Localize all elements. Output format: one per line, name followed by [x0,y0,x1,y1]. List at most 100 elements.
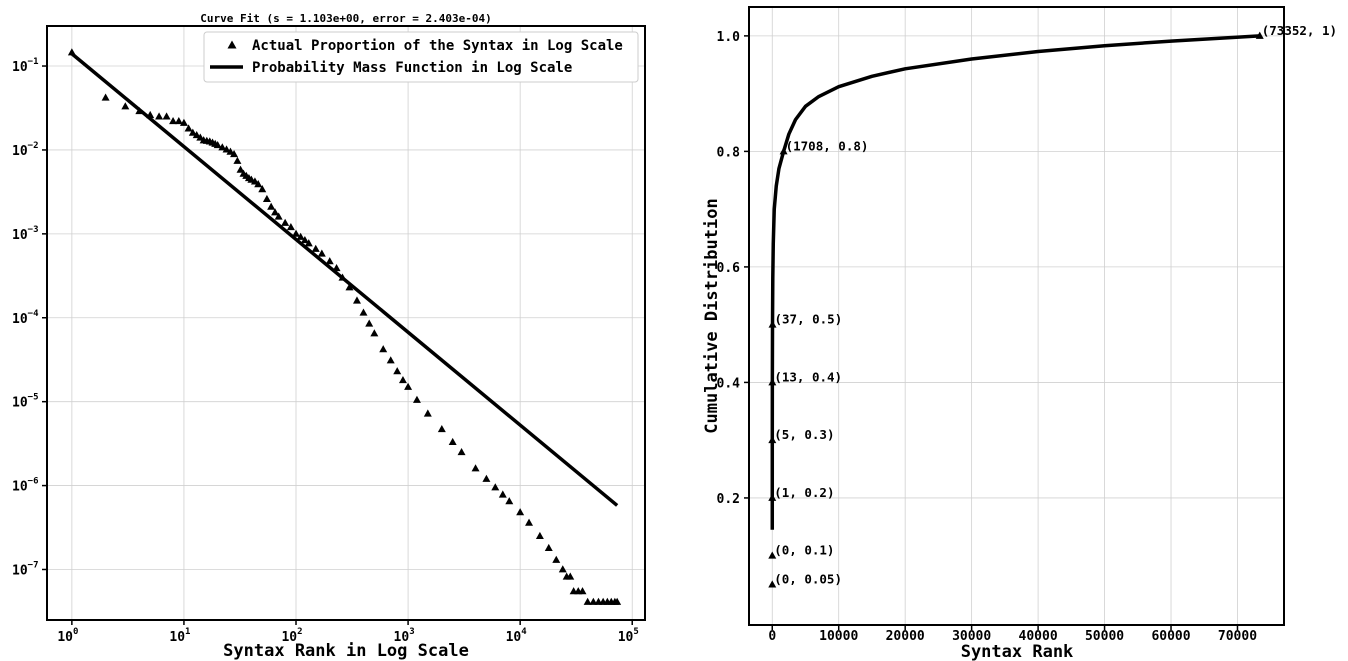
scatter-point [552,555,561,563]
right-y-tick-label: 1.0 [717,30,741,45]
scatter-point [271,208,280,216]
right-x-axis-label: Syntax Rank [961,642,1074,661]
legend-series-2-label: Probability Mass Function in Log Scale [252,60,572,76]
scatter-point [233,156,242,164]
scatter-point [121,102,130,110]
tick-base: 10 [281,630,297,645]
scatter-point [393,367,402,375]
legend-triangle-marker [227,40,237,49]
left-y-tick-label: 10−5 [12,393,39,411]
scatter-point [448,437,457,446]
tick-base: 10 [57,630,73,645]
scatter-point [274,212,283,220]
scatter-point [169,117,178,125]
scatter-point [423,409,432,417]
left-y-tick-label: 10−2 [12,141,39,159]
annotation-label: (5, 0.3) [774,427,834,442]
annotation-label: (0, 0.05) [774,572,842,587]
scatter-point [398,376,407,384]
scatter-point [311,244,320,252]
scatter-point [345,283,354,291]
scatter-point [304,239,313,247]
tick-base: 10 [12,228,28,243]
scatter-point [222,145,231,153]
scatter-point [516,508,525,516]
tick-base: 10 [394,630,410,645]
annotation-marker [768,493,777,501]
scatter-point [365,319,374,327]
left-gridlines [47,26,645,620]
scatter-point [386,356,395,364]
tick-exponent: −7 [28,560,39,570]
scatter-point [482,474,491,482]
scatter-point [254,180,263,188]
scatter-point [404,382,413,390]
scatter-point [317,249,326,257]
right-y-tick-label: 0.4 [717,376,741,391]
tick-base: 10 [169,630,185,645]
annotation-label: (1, 0.2) [774,485,834,500]
left-y-tick-label: 10−4 [12,309,39,327]
scatter-point [286,223,295,231]
scatter-point [332,263,341,272]
right-x-tick-label: 30000 [952,629,991,644]
left-x-axis-label: Syntax Rank in Log Scale [223,641,469,661]
left-x-tick-label: 102 [281,627,302,645]
scatter-point [67,48,76,56]
tick-exponent: −2 [28,141,39,151]
right-y-tick-label: 0.6 [717,261,741,276]
scatter-point [213,140,222,149]
left-x-tick-label: 100 [57,627,78,645]
scatter-point [437,424,446,433]
scatter-point [566,572,575,580]
right-gridlines [749,7,1284,625]
annotation-marker [768,580,777,588]
scatter-point [258,185,267,193]
left-x-tick-label: 105 [618,627,639,645]
scatter-point [155,112,164,120]
tick-base: 10 [12,480,28,495]
tick-base: 10 [12,563,28,578]
right-x-tick-label: 20000 [886,629,925,644]
annotation-marker [779,147,788,155]
right-x-tick-label: 60000 [1151,629,1190,644]
scatter-point [578,587,587,595]
scatter-point [101,93,110,101]
scatter-point [135,106,144,115]
right-x-tick-label: 10000 [819,629,858,644]
tick-exponent: −1 [28,57,39,67]
tick-exponent: −5 [28,393,39,403]
left-chart-title: Curve Fit (s = 1.103e+00, error = 2.403e… [200,12,491,25]
tick-exponent: −6 [28,477,39,487]
tick-exponent: 0 [73,627,78,637]
scatter-point [491,483,500,491]
right-x-tick-label: 50000 [1085,629,1124,644]
scatter-point [338,273,347,281]
scatter-point [471,464,480,472]
scatter-point [544,543,553,552]
scatter-point [525,518,534,526]
scatter-point [300,236,309,244]
scatter-point [535,531,544,540]
tick-base: 10 [506,630,522,645]
scatter-point [325,257,334,265]
tick-exponent: 5 [633,627,638,637]
annotation-marker [768,551,777,559]
cdf-line [770,34,1260,530]
scatter-point [267,202,276,210]
legend-series-1-label: Actual Proportion of the Syntax in Log S… [252,38,623,54]
right-annotations: (0, 0.05) (0, 0.1) (1, 0.2) (5, 0.3) (13, 0.… [768,23,1337,588]
tick-exponent: −4 [28,309,39,319]
legend-box [203,31,639,83]
scatter-point [412,395,421,403]
tick-base: 10 [12,312,28,327]
scatter-point [174,117,183,125]
annotation-label: (1708, 0.8) [786,138,869,153]
tick-exponent: 2 [297,627,302,637]
annotation-label: (0, 0.1) [774,543,834,558]
scatter-point [184,124,193,132]
annotation-marker [768,320,777,328]
scatter-point [370,329,379,337]
scatter-point [505,497,514,505]
